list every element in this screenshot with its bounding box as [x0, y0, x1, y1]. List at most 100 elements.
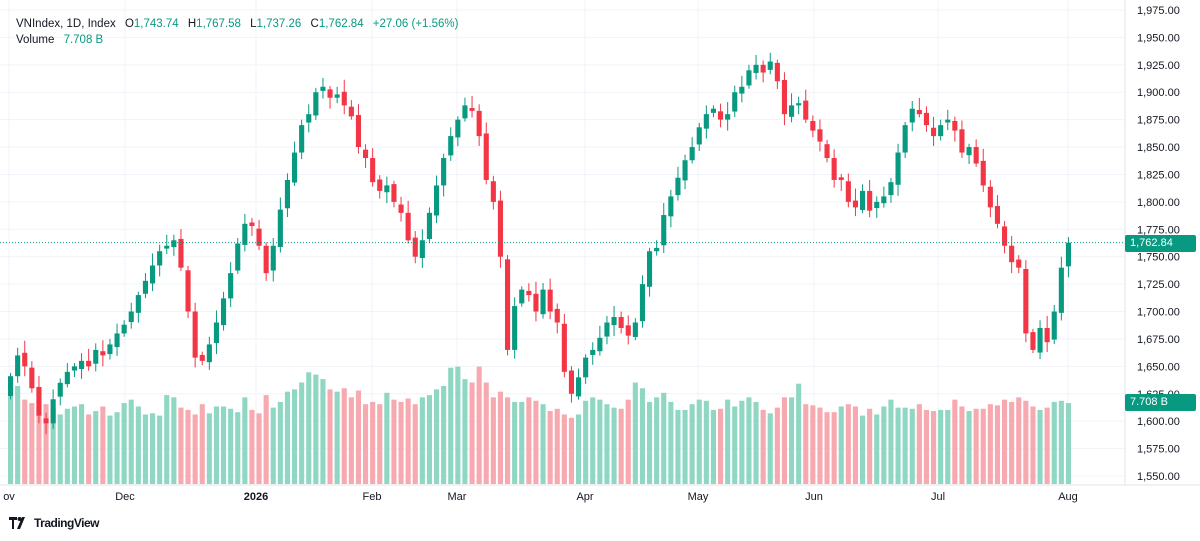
candle [526, 283, 532, 302]
volume-bar [874, 414, 880, 484]
candle-body [256, 228, 262, 246]
x-tick-label: Mar [448, 491, 467, 503]
candle [1030, 328, 1036, 354]
y-tick-label: 1,600.00 [1137, 416, 1180, 428]
legend-close-value: 1,762.84 [318, 18, 364, 30]
volume-bar [192, 414, 198, 484]
last-volume-tag: 7.708 B [1125, 394, 1196, 412]
candle-body [845, 181, 851, 202]
candle [625, 315, 631, 345]
candle [895, 143, 901, 196]
candle [1009, 235, 1015, 274]
candle [732, 85, 738, 118]
candle [810, 115, 816, 138]
volume-bar [270, 407, 276, 484]
candle [1058, 256, 1064, 321]
volume-bar [206, 413, 212, 484]
candle [583, 354, 589, 384]
time-axis[interactable]: ov Dec 2026 Feb Mar Apr May Jun Jul Aug [3, 491, 1078, 503]
candle-body [966, 147, 972, 156]
legend-volume-label[interactable]: Volume [16, 34, 55, 46]
volume-bar [583, 400, 589, 484]
x-tick-label: ov [3, 491, 15, 503]
y-tick-label: 1,675.00 [1137, 334, 1180, 346]
candle-body [412, 237, 418, 257]
candle-body [228, 273, 234, 299]
candle-body [888, 182, 894, 196]
candle [171, 234, 177, 256]
candle [313, 87, 319, 120]
candle-body [164, 245, 170, 249]
candle-body [1023, 268, 1029, 334]
candle-body [128, 311, 134, 323]
candle-body [7, 376, 14, 396]
volume-bar [142, 414, 149, 484]
candle [263, 242, 269, 281]
volume-bar [1044, 407, 1050, 484]
volume-bar [43, 404, 49, 484]
candle [1051, 304, 1057, 344]
candle [1037, 320, 1043, 360]
candle-body [242, 223, 248, 245]
candle [689, 137, 695, 164]
candle-body [831, 158, 837, 180]
volume-bar [661, 392, 667, 484]
candle-body [93, 349, 99, 364]
candle [611, 306, 617, 337]
candle-body [483, 133, 489, 180]
volume-bar [497, 391, 504, 484]
volume-bar [22, 399, 28, 484]
candle-body [959, 129, 965, 153]
branding-footer[interactable]: TradingView [9, 516, 99, 530]
volume-bar [149, 413, 156, 484]
candle-body [22, 352, 28, 367]
candle-body [703, 114, 709, 129]
candle [299, 119, 305, 160]
volume-bar [249, 409, 255, 484]
candle-body [838, 177, 844, 180]
candle [384, 176, 390, 204]
candle [43, 412, 49, 435]
candle [57, 378, 63, 406]
candle [199, 351, 205, 366]
candle-body [923, 112, 930, 126]
candle-body [178, 238, 184, 268]
candle-body [895, 152, 901, 185]
volume-bar [441, 385, 447, 484]
candle-body [1044, 327, 1050, 343]
candle-body [689, 147, 695, 161]
candle [902, 121, 908, 159]
volume-bar [632, 382, 638, 484]
candle [590, 342, 596, 365]
volume-bar [689, 404, 695, 484]
candle-body [355, 115, 362, 148]
candle-body [753, 64, 759, 73]
candle [881, 186, 887, 208]
volume-bar [852, 406, 859, 484]
volume-bar [710, 409, 717, 484]
y-tick-label: 1,925.00 [1137, 60, 1180, 72]
candle-body [341, 91, 347, 106]
candle [228, 262, 234, 308]
volume-bar [164, 395, 170, 484]
candle-body [419, 240, 425, 259]
candle-body [313, 92, 319, 116]
volume-bar [668, 401, 674, 484]
branding-text: TradingView [34, 516, 99, 530]
volume-bar [788, 397, 795, 484]
candle-body [64, 371, 70, 385]
candle-body [50, 399, 56, 424]
candle-body [348, 106, 354, 117]
candle-body [391, 184, 397, 202]
volume-bar [1001, 399, 1008, 484]
volume-bar [568, 417, 575, 484]
candle-body [192, 311, 198, 358]
volume-bar [682, 409, 688, 484]
candle [334, 86, 340, 104]
candle-body [504, 259, 511, 350]
volume-bar [64, 408, 70, 484]
volume-bar [448, 367, 454, 484]
candle [774, 59, 780, 89]
legend-symbol[interactable]: VNIndex, 1D, Index [16, 18, 116, 30]
